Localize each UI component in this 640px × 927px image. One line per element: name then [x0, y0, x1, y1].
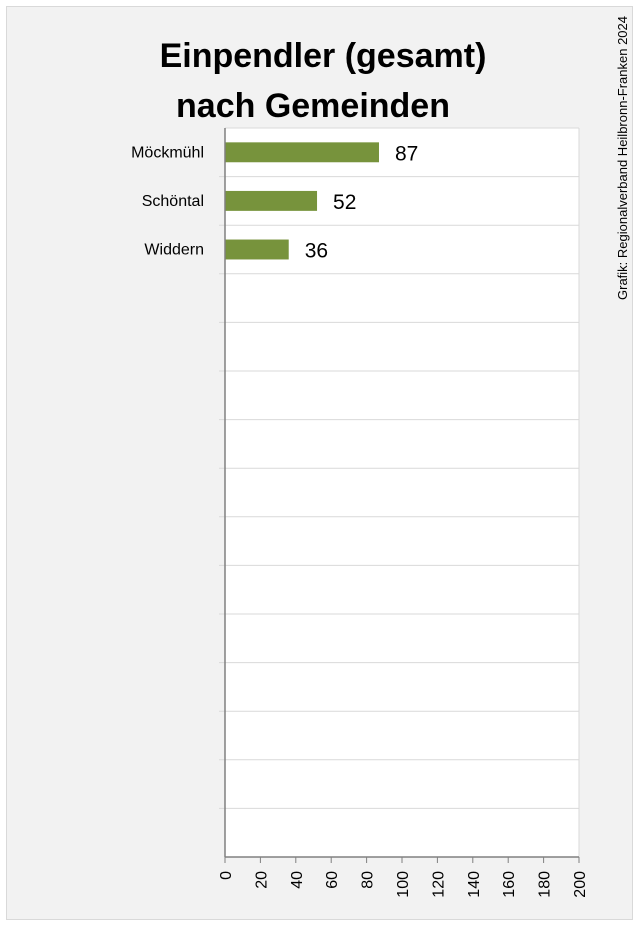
x-tick-label: 160 [501, 871, 518, 898]
x-tick-label: 60 [324, 871, 341, 889]
chart-title-line-1: Einpendler (gesamt) [160, 37, 487, 75]
x-tick-label: 120 [430, 871, 447, 898]
data-label: 87 [395, 142, 418, 165]
x-tick-label: 180 [537, 871, 554, 898]
category-label: Widdern [144, 242, 204, 259]
category-label: Schöntal [142, 193, 204, 210]
x-tick-label: 200 [572, 871, 589, 898]
x-tick-label: 0 [218, 871, 235, 880]
x-tick-label: 100 [395, 871, 412, 898]
bar [225, 239, 289, 260]
x-tick-label: 40 [289, 871, 306, 889]
bar-layer: Möckmühl 87 Schöntal 52 Widdern 36 [131, 142, 418, 262]
bar [225, 142, 379, 163]
data-label: 52 [333, 191, 356, 214]
category-label: Möckmühl [131, 144, 204, 161]
x-tick-label: 140 [466, 871, 483, 898]
x-tick-label: 80 [360, 871, 377, 889]
bar [225, 190, 318, 211]
data-label: 36 [305, 240, 328, 263]
axis-layer: 0 20 40 60 80 100 120 140 160 180 200 [218, 128, 589, 898]
grid-layer [219, 127, 580, 857]
x-tick-label: 20 [253, 871, 270, 889]
credit-text: Grafik: Regionalverband Heilbronn-Franke… [615, 16, 630, 300]
chart-title-line-2: nach Gemeinden [176, 87, 450, 125]
plot-area [225, 128, 579, 857]
